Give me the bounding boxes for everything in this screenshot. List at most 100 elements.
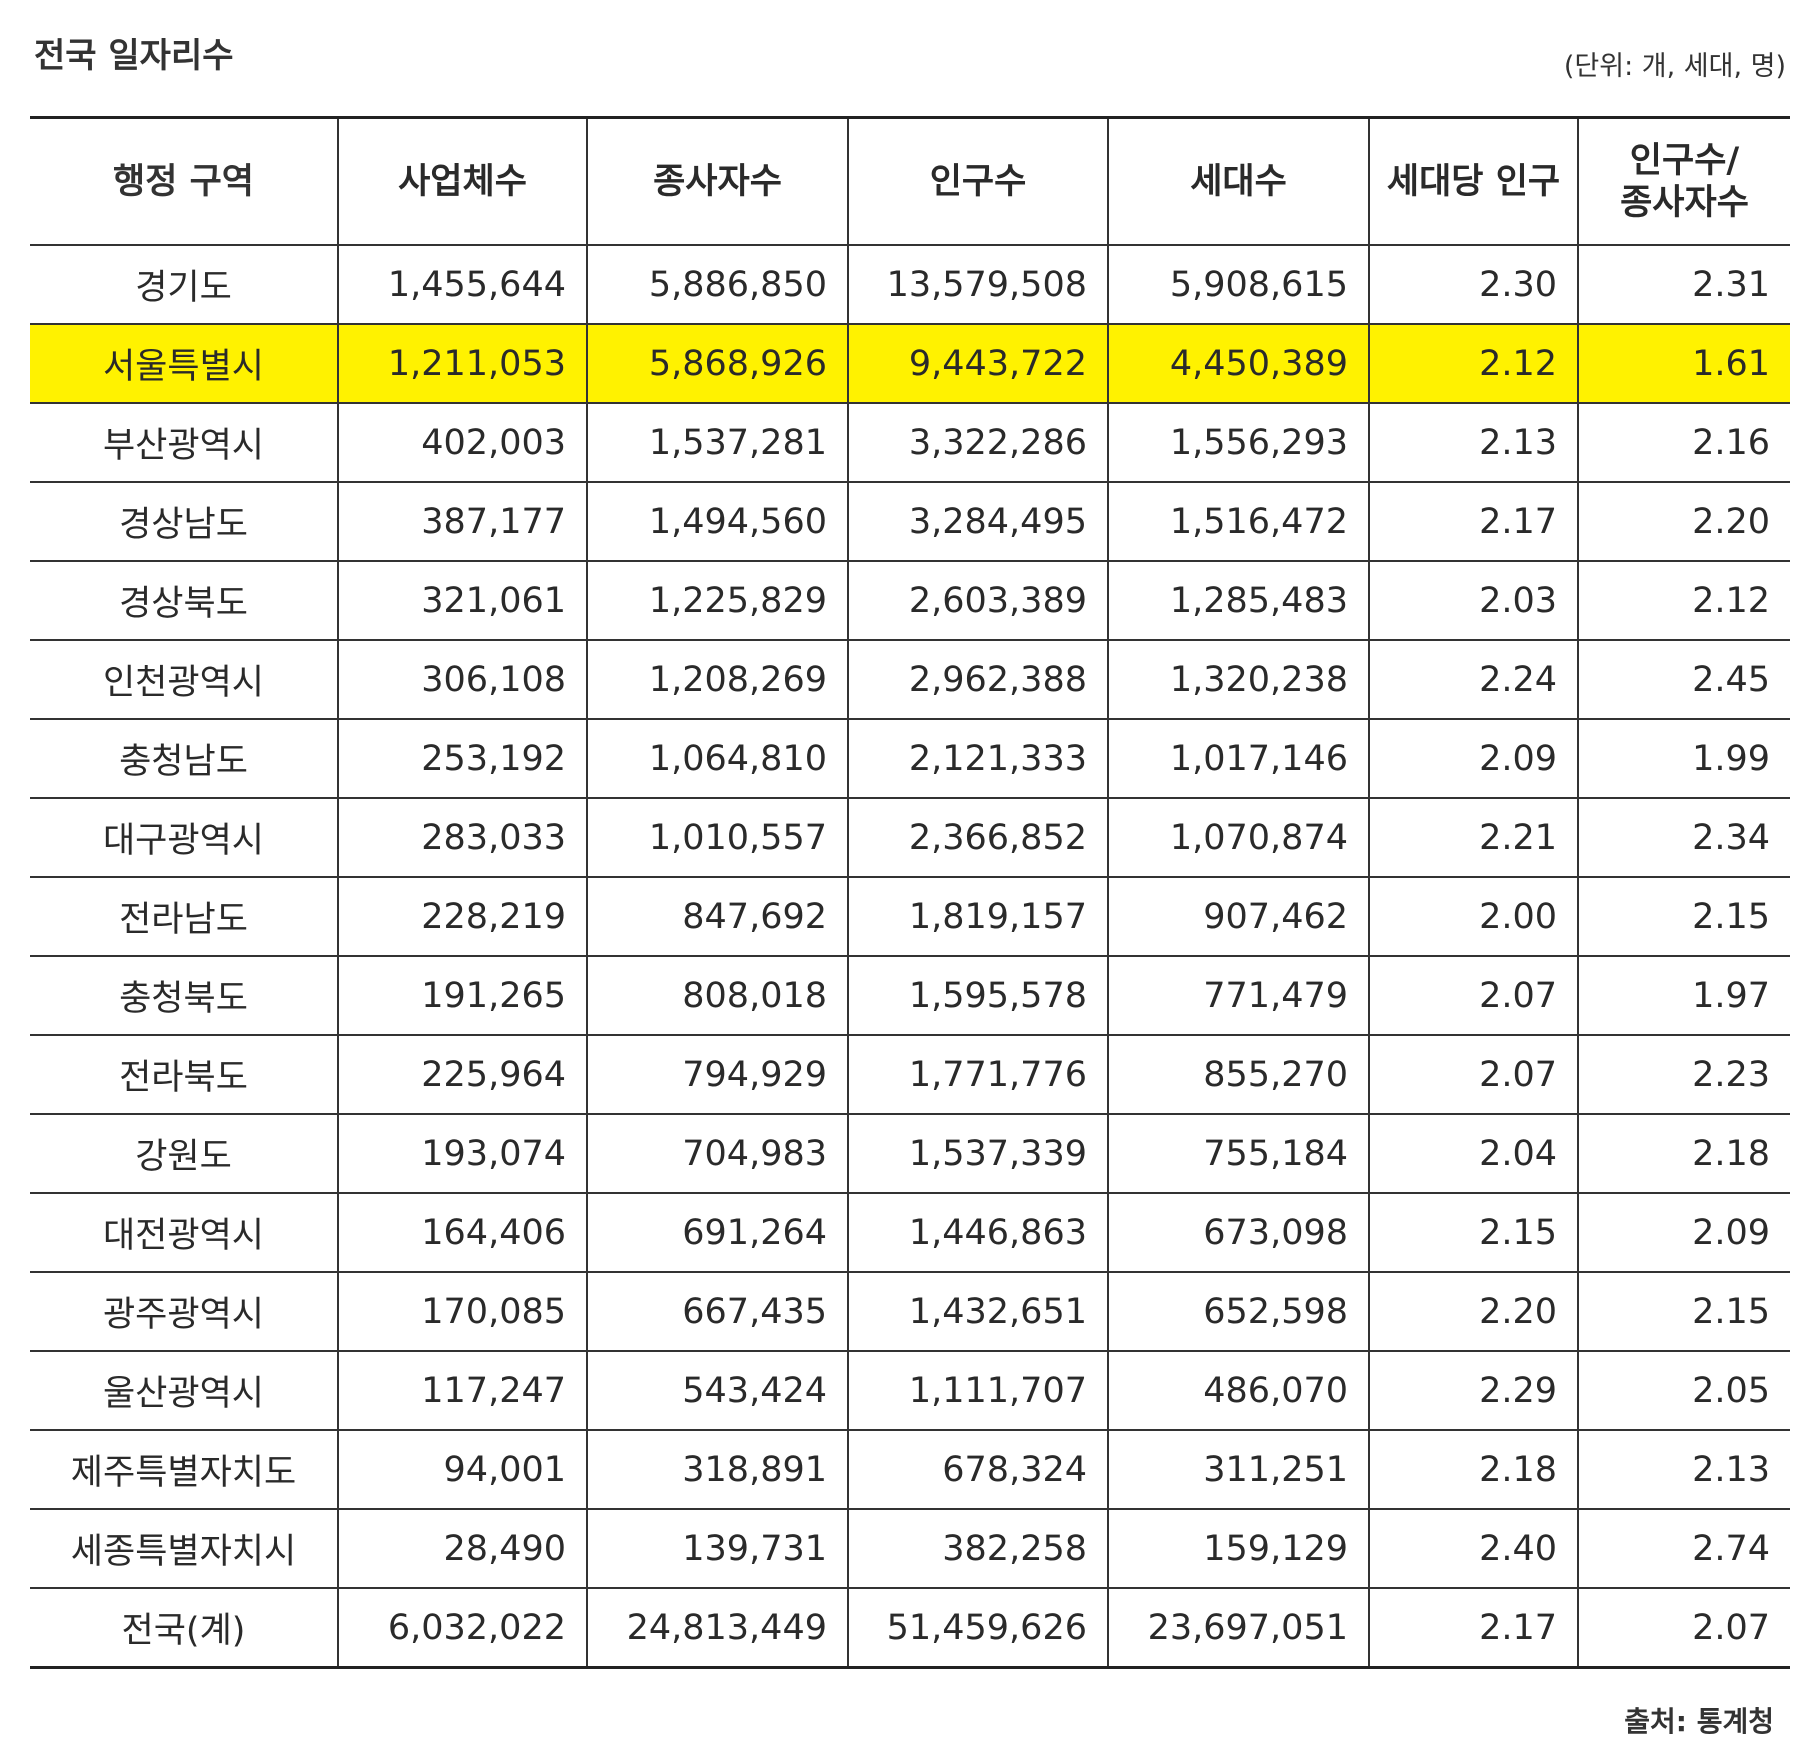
value-cell: 2,603,389 <box>847 560 1108 641</box>
title: 전국 일자리수 <box>34 36 234 76</box>
value-cell: 2.15 <box>1577 1271 1790 1352</box>
table-row: 대구광역시 283,033 1,010,557 2,366,852 1,070,874 2… <box>30 797 1790 878</box>
value-cell: 667,435 <box>586 1271 848 1352</box>
value-cell: 1.97 <box>1577 955 1790 1036</box>
value-cell: 1,771,776 <box>847 1034 1108 1115</box>
value-cell: 306,108 <box>337 639 587 720</box>
table-body: 경기도 1,455,644 5,886,850 13,579,508 5,908,615… <box>30 244 1790 1669</box>
value-cell: 311,251 <box>1107 1429 1369 1510</box>
value-cell: 2.03 <box>1368 560 1578 641</box>
value-cell: 2.31 <box>1577 244 1790 325</box>
value-cell: 2.17 <box>1368 1587 1578 1669</box>
value-cell: 164,406 <box>337 1192 587 1273</box>
value-cell: 94,001 <box>337 1429 587 1510</box>
value-cell: 1,225,829 <box>586 560 848 641</box>
table-row: 서울특별시 1,211,053 5,868,926 9,443,722 4,450,38… <box>30 323 1790 404</box>
value-cell: 2.24 <box>1368 639 1578 720</box>
region-cell: 충청북도 <box>30 955 338 1036</box>
region-cell: 세종특별자치시 <box>30 1508 338 1589</box>
value-cell: 2,962,388 <box>847 639 1108 720</box>
table-row: 충청북도 191,265 808,018 1,595,578 771,479 2.07 1.… <box>30 955 1790 1036</box>
column-header: 사업체수 <box>337 116 587 246</box>
value-cell: 652,598 <box>1107 1271 1369 1352</box>
value-cell: 3,322,286 <box>847 402 1108 483</box>
value-cell: 1,017,146 <box>1107 718 1369 799</box>
table-row: 전라남도 228,219 847,692 1,819,157 907,462 2.00 2.… <box>30 876 1790 957</box>
value-cell: 678,324 <box>847 1429 1108 1510</box>
region-cell: 충청남도 <box>30 718 338 799</box>
value-cell: 1,208,269 <box>586 639 848 720</box>
value-cell: 2.16 <box>1577 402 1790 483</box>
value-cell: 704,983 <box>586 1113 848 1194</box>
value-cell: 139,731 <box>586 1508 848 1589</box>
value-cell: 543,424 <box>586 1350 848 1431</box>
value-cell: 117,247 <box>337 1350 587 1431</box>
value-cell: 2.04 <box>1368 1113 1578 1194</box>
table-row: 제주특별자치도 94,001 318,891 678,324 311,251 2.18 2.… <box>30 1429 1790 1510</box>
value-cell: 1,819,157 <box>847 876 1108 957</box>
value-cell: 907,462 <box>1107 876 1369 957</box>
value-cell: 794,929 <box>586 1034 848 1115</box>
region-cell: 부산광역시 <box>30 402 338 483</box>
value-cell: 13,579,508 <box>847 244 1108 325</box>
value-cell: 808,018 <box>586 955 848 1036</box>
table-row: 충청남도 253,192 1,064,810 2,121,333 1,017,146 2.… <box>30 718 1790 799</box>
value-cell: 2,366,852 <box>847 797 1108 878</box>
value-cell: 673,098 <box>1107 1192 1369 1273</box>
value-cell: 2.00 <box>1368 876 1578 957</box>
value-cell: 1.61 <box>1577 323 1790 404</box>
value-cell: 2.07 <box>1577 1587 1790 1669</box>
column-header: 세대당 인구 <box>1368 116 1578 246</box>
value-cell: 9,443,722 <box>847 323 1108 404</box>
value-cell: 2,121,333 <box>847 718 1108 799</box>
value-cell: 1,537,281 <box>586 402 848 483</box>
value-cell: 2.30 <box>1368 244 1578 325</box>
table-head: 행정 구역 사업체수 종사자수 인구수 세대수 세대당 인구 인구수/ 종사자수 <box>30 116 1790 246</box>
region-cell: 제주특별자치도 <box>30 1429 338 1510</box>
value-cell: 2.05 <box>1577 1350 1790 1431</box>
value-cell: 1,070,874 <box>1107 797 1369 878</box>
value-cell: 755,184 <box>1107 1113 1369 1194</box>
value-cell: 2.12 <box>1577 560 1790 641</box>
value-cell: 5,908,615 <box>1107 244 1369 325</box>
region-cell: 경상북도 <box>30 560 338 641</box>
value-cell: 1,211,053 <box>337 323 587 404</box>
value-cell: 1,432,651 <box>847 1271 1108 1352</box>
value-cell: 28,490 <box>337 1508 587 1589</box>
value-cell: 225,964 <box>337 1034 587 1115</box>
table-row: 경상남도 387,177 1,494,560 3,284,495 1,516,472 2.… <box>30 481 1790 562</box>
table-row: 광주광역시 170,085 667,435 1,432,651 652,598 2.20 2… <box>30 1271 1790 1352</box>
table-row: 인천광역시 306,108 1,208,269 2,962,388 1,320,238 2… <box>30 639 1790 720</box>
value-cell: 159,129 <box>1107 1508 1369 1589</box>
value-cell: 24,813,449 <box>586 1587 848 1669</box>
value-cell: 2.29 <box>1368 1350 1578 1431</box>
value-cell: 2.15 <box>1577 876 1790 957</box>
region-cell: 울산광역시 <box>30 1350 338 1431</box>
value-cell: 2.09 <box>1577 1192 1790 1273</box>
region-cell: 서울특별시 <box>30 323 338 404</box>
value-cell: 1,516,472 <box>1107 481 1369 562</box>
value-cell: 5,886,850 <box>586 244 848 325</box>
table-row: 전국(계) 6,032,022 24,813,449 51,459,626 23,697… <box>30 1587 1790 1669</box>
unit-note: (단위: 개, 세대, 명) <box>1563 51 1786 82</box>
table-row: 부산광역시 402,003 1,537,281 3,322,286 1,556,293 2… <box>30 402 1790 483</box>
value-cell: 2.34 <box>1577 797 1790 878</box>
value-cell: 23,697,051 <box>1107 1587 1369 1669</box>
region-cell: 인천광역시 <box>30 639 338 720</box>
value-cell: 2.23 <box>1577 1034 1790 1115</box>
value-cell: 170,085 <box>337 1271 587 1352</box>
value-cell: 2.21 <box>1368 797 1578 878</box>
value-cell: 4,450,389 <box>1107 323 1369 404</box>
value-cell: 283,033 <box>337 797 587 878</box>
value-cell: 691,264 <box>586 1192 848 1273</box>
value-cell: 1,010,557 <box>586 797 848 878</box>
value-cell: 1,064,810 <box>586 718 848 799</box>
table-row: 경상북도 321,061 1,225,829 2,603,389 1,285,483 2.… <box>30 560 1790 641</box>
value-cell: 486,070 <box>1107 1350 1369 1431</box>
value-cell: 2.07 <box>1368 1034 1578 1115</box>
value-cell: 321,061 <box>337 560 587 641</box>
value-cell: 1,556,293 <box>1107 402 1369 483</box>
value-cell: 2.20 <box>1368 1271 1578 1352</box>
column-header: 종사자수 <box>586 116 848 246</box>
